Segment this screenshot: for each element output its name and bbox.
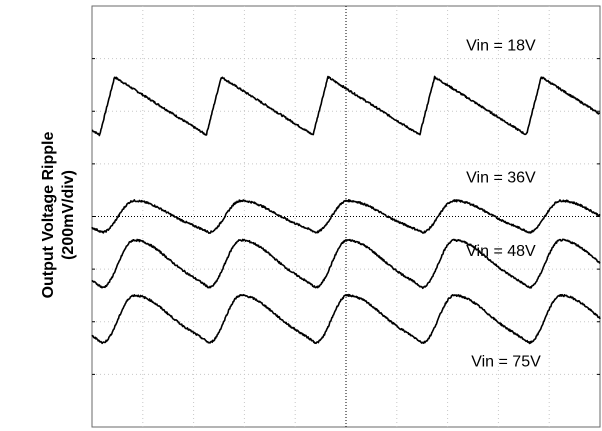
trace-label-2: Vin = 36V xyxy=(466,169,536,186)
ripple-trace-1 xyxy=(91,75,601,137)
plot-area: Vin = 18V Vin = 36V Vin = 48V Vin = 75V xyxy=(91,5,601,428)
trace-label-1: Vin = 18V xyxy=(466,38,536,55)
grid xyxy=(92,6,600,427)
trace-label-3: Vin = 48V xyxy=(466,243,536,260)
trace-label-4: Vin = 75V xyxy=(471,353,541,370)
y-axis-label: Output Voltage Ripple (200mV/div) xyxy=(40,132,77,299)
y-axis-units: (200mV/div) xyxy=(60,170,77,260)
trace-labels: Vin = 18V Vin = 36V Vin = 48V Vin = 75V xyxy=(466,38,541,371)
ripple-trace-2 xyxy=(91,199,601,234)
ripple-trace-3 xyxy=(91,238,601,290)
ripple-trace-4 xyxy=(91,293,601,345)
y-axis-title: Output Voltage Ripple xyxy=(40,132,57,299)
traces xyxy=(91,75,601,345)
